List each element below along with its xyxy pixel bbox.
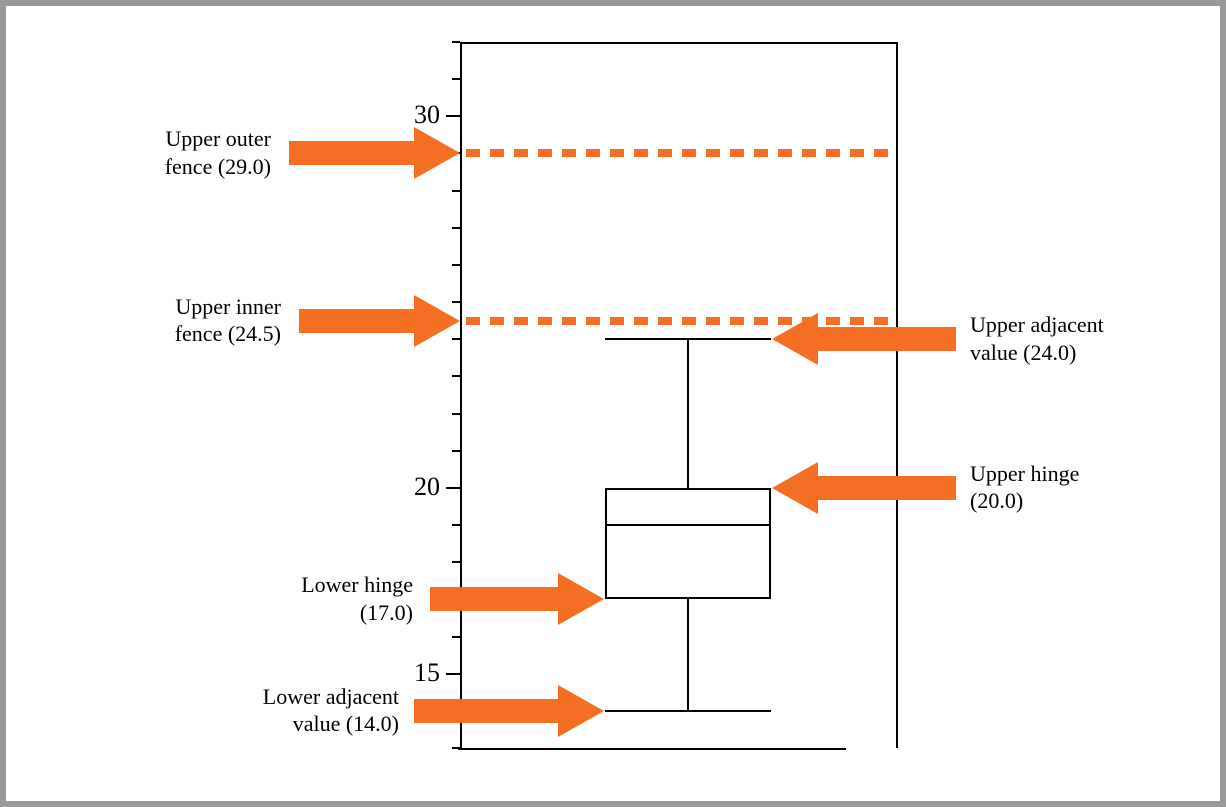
y-tick-minor	[452, 524, 460, 526]
annotation-text: Upper hinge	[970, 460, 1079, 488]
annotation-text: fence (24.5)	[175, 320, 281, 348]
arrow-lower_hinge	[430, 571, 604, 627]
annotation-text: (17.0)	[301, 599, 413, 627]
y-tick-minor	[452, 41, 460, 43]
annotation-text: value (24.0)	[970, 339, 1104, 367]
arrow-upper_hinge	[772, 460, 956, 516]
annotation-upper_hinge: Upper hinge(20.0)	[970, 460, 1079, 515]
y-tick-minor	[452, 561, 460, 563]
plot-frame	[460, 42, 898, 748]
whisker-upper	[687, 339, 689, 488]
y-tick-minor	[452, 190, 460, 192]
y-tick-minor	[452, 450, 460, 452]
whisker-cap-lower	[605, 710, 771, 712]
whisker-cap-upper	[605, 338, 771, 340]
annotation-lower_hinge: Lower hinge(17.0)	[301, 571, 413, 626]
arrow-upper_outer_fence	[289, 125, 460, 181]
annotation-text: Upper inner	[175, 293, 281, 321]
annotation-text: Upper outer	[165, 125, 271, 153]
arrow-lower_adjacent	[414, 683, 604, 739]
annotation-text: (20.0)	[970, 487, 1079, 515]
annotation-text: value (14.0)	[263, 710, 399, 738]
axis-baseline	[458, 748, 846, 750]
y-tick-minor	[452, 78, 460, 80]
arrow-upper_adjacent	[772, 311, 956, 367]
annotation-text: fence (29.0)	[165, 153, 271, 181]
y-tick-minor	[452, 227, 460, 229]
median-line	[605, 524, 771, 526]
arrow-upper_inner_fence	[299, 293, 460, 349]
annotation-text: Lower adjacent	[263, 683, 399, 711]
annotation-upper_inner_fence: Upper innerfence (24.5)	[175, 293, 281, 348]
y-tick-minor	[452, 375, 460, 377]
y-tick-label: 20	[390, 472, 440, 502]
fence-line	[466, 149, 892, 157]
y-tick-major	[446, 487, 460, 489]
y-tick-minor	[452, 264, 460, 266]
annotation-upper_outer_fence: Upper outerfence (29.0)	[165, 125, 271, 180]
y-tick-minor	[452, 747, 460, 749]
annotation-upper_adjacent: Upper adjacentvalue (24.0)	[970, 311, 1104, 366]
annotation-lower_adjacent: Lower adjacentvalue (14.0)	[263, 683, 399, 738]
iqr-box	[605, 488, 771, 599]
whisker-lower	[687, 599, 689, 710]
y-tick-minor	[452, 413, 460, 415]
y-tick-major	[446, 115, 460, 117]
annotation-text: Upper adjacent	[970, 311, 1104, 339]
annotation-text: Lower hinge	[301, 571, 413, 599]
y-tick-minor	[452, 636, 460, 638]
y-tick-major	[446, 673, 460, 675]
diagram-canvas: 152030Upper outerfence (29.0)Upper inner…	[6, 6, 1220, 801]
